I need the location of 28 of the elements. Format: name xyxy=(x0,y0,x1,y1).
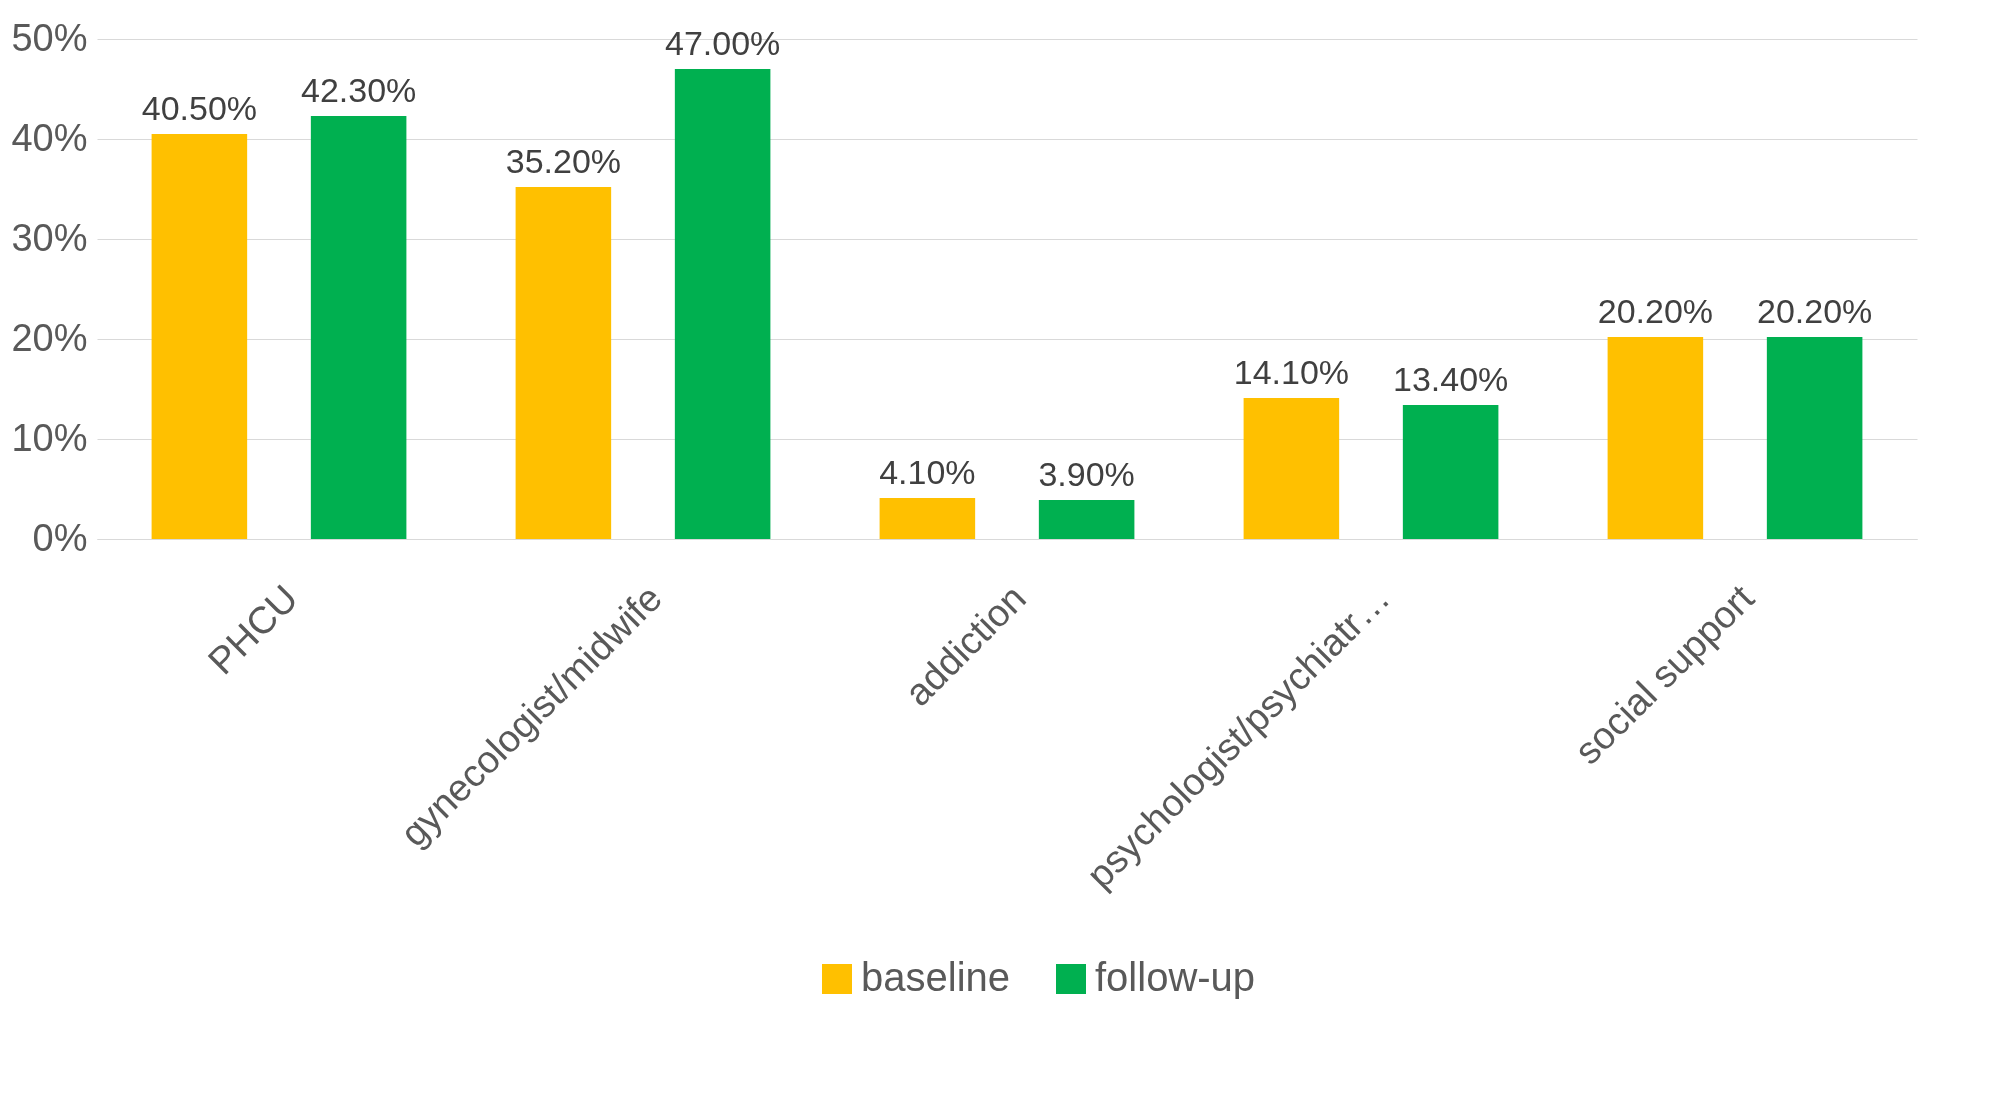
legend-label: follow-up xyxy=(1095,955,1256,999)
bar xyxy=(1038,500,1135,539)
bar xyxy=(1607,337,1704,539)
bar xyxy=(674,69,771,539)
data-label: 13.40% xyxy=(1392,360,1509,398)
data-label: 4.10% xyxy=(879,453,976,491)
bar xyxy=(1766,337,1863,539)
y-tick-label: 50% xyxy=(11,16,88,59)
y-tick-label: 10% xyxy=(11,416,88,459)
data-label: 40.50% xyxy=(141,89,258,127)
data-label: 3.90% xyxy=(1038,455,1135,493)
bar xyxy=(1243,398,1340,539)
bar xyxy=(1402,405,1499,539)
y-tick-label: 30% xyxy=(11,216,88,259)
y-tick-label: 20% xyxy=(11,316,88,359)
y-tick-label: 0% xyxy=(32,516,88,559)
data-label: 42.30% xyxy=(300,71,417,109)
data-label: 20.20% xyxy=(1597,292,1714,330)
data-label: 35.20% xyxy=(505,142,622,180)
bar xyxy=(151,134,248,539)
legend-label: baseline xyxy=(861,955,1011,999)
data-label: 47.00% xyxy=(664,24,781,62)
bar xyxy=(310,116,407,539)
bar xyxy=(515,187,612,539)
data-label: 20.20% xyxy=(1756,292,1873,330)
bar xyxy=(879,498,976,539)
data-label: 14.10% xyxy=(1233,353,1350,391)
y-tick-label: 40% xyxy=(11,116,88,159)
